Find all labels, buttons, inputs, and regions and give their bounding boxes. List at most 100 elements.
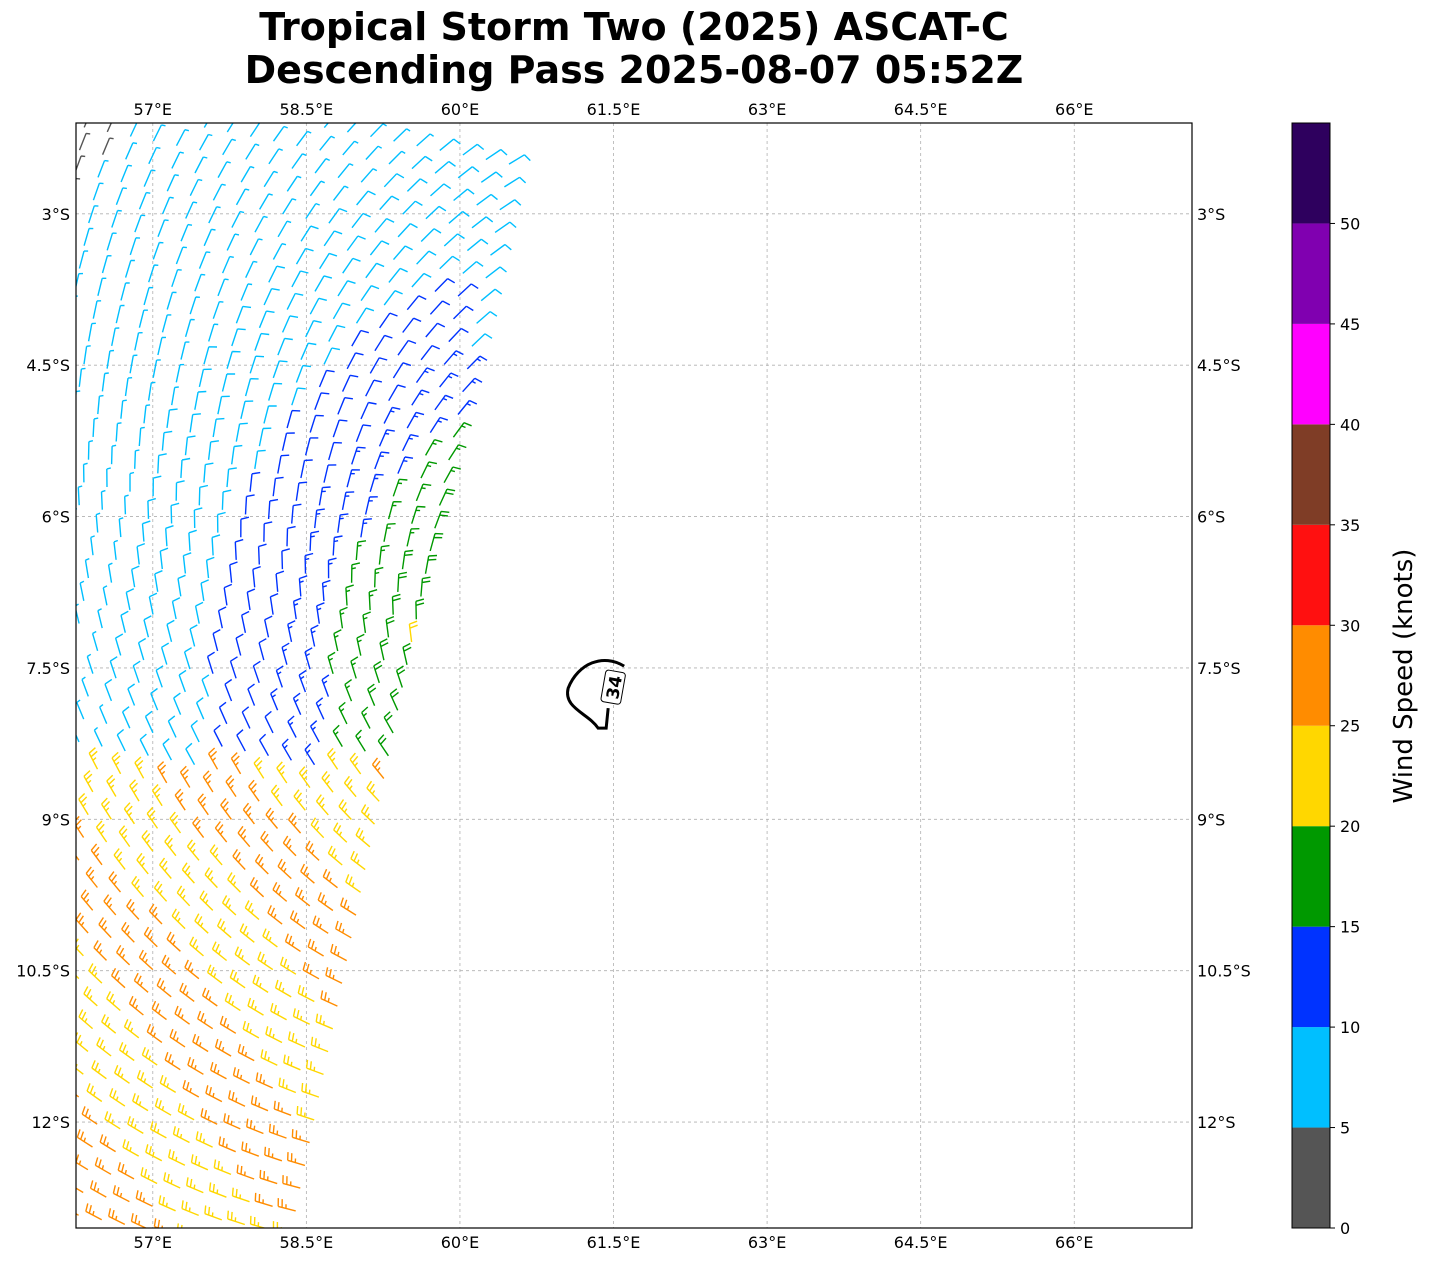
wind-barb (177, 574, 186, 597)
wind-barb (217, 161, 231, 178)
wind-barb (457, 399, 478, 415)
wind-barb (277, 1198, 296, 1212)
wind-barb (364, 496, 378, 515)
wind-barb (56, 1005, 69, 1024)
wind-barb (466, 238, 489, 252)
wind-barb (315, 697, 325, 720)
wind-barb (109, 656, 118, 679)
wind-barb (282, 835, 297, 857)
wind-barb (17, 1189, 32, 1207)
wind-barb (201, 987, 218, 1007)
wind-barb (231, 1187, 250, 1203)
wind-barb (141, 520, 151, 542)
wind-barb (143, 926, 158, 948)
wind-barb (130, 1213, 148, 1228)
wind-barb (97, 394, 104, 415)
wind-barb (108, 871, 122, 893)
wind-barb (402, 200, 423, 215)
wind-barb (411, 505, 426, 524)
wind-barb (424, 439, 443, 456)
wind-barb (275, 665, 284, 688)
chart-subtitle: Descending Pass 2025-08-07 05:52Z (244, 48, 1024, 92)
wind-barb (81, 1106, 98, 1125)
wind-barb (368, 589, 378, 611)
wind-barb (164, 1051, 181, 1071)
wind-barb (362, 611, 371, 633)
wind-barb (255, 1072, 273, 1089)
wind-barb (393, 128, 411, 142)
wind-barb (52, 269, 60, 287)
wind-barb (47, 174, 57, 191)
wind-barb (198, 484, 209, 506)
wind-barb (291, 1129, 310, 1144)
wind-barb (135, 1190, 153, 1207)
y-tick-label-left: 10.5°S (16, 962, 70, 981)
wind-barb (18, 853, 28, 874)
wind-barb (187, 1056, 204, 1075)
wind-barb (42, 314, 49, 332)
wind-barb (462, 143, 485, 156)
y-tick-label-right: 10.5°S (1197, 962, 1251, 981)
wind-barb (228, 1090, 246, 1107)
wind-barb (33, 784, 42, 805)
wind-barb (115, 187, 127, 206)
wind-barb (270, 784, 283, 807)
wind-barb (175, 129, 190, 147)
wind-barb (203, 462, 214, 483)
wind-barb (247, 683, 256, 706)
wind-barb (156, 977, 172, 998)
wind-barb (134, 214, 146, 233)
wind-barb (385, 615, 395, 638)
wind-barb (374, 566, 384, 588)
colorbar-segment (1292, 323, 1330, 425)
wind-barb (249, 471, 261, 492)
wind-barb (174, 1005, 191, 1025)
wind-barb (47, 409, 52, 428)
wind-barb (342, 140, 359, 156)
wind-barb (309, 530, 320, 551)
wind-barb (234, 538, 244, 560)
wind-barb (314, 392, 330, 411)
wind-barb (57, 129, 67, 146)
wind-barb (286, 292, 304, 310)
wind-barb (264, 615, 273, 638)
wind-barb (448, 444, 467, 461)
wind-barb (65, 436, 69, 455)
wind-barb (429, 532, 444, 552)
wind-barb (174, 788, 186, 811)
wind-barb (395, 665, 406, 688)
colorbar-segment (1292, 1127, 1330, 1228)
wind-barb (286, 525, 296, 547)
wind-barb (8, 899, 19, 920)
wind-barb (24, 404, 29, 423)
wind-barb (341, 491, 355, 511)
wind-barb (224, 992, 241, 1012)
wind-barb (356, 633, 365, 656)
wind-barb (161, 196, 174, 215)
wind-barb (138, 309, 148, 328)
wind-barb (300, 863, 315, 884)
wind-barb (165, 525, 174, 547)
wind-barb (291, 270, 309, 288)
wind-barb (241, 610, 250, 633)
wind-barb (218, 701, 228, 725)
wind-barb (112, 93, 124, 109)
wind-barb (252, 660, 261, 684)
wind-barb (232, 849, 246, 870)
wind-barb (222, 138, 236, 156)
wind-barb (117, 70, 129, 86)
colorbar-tick-label: 20 (1340, 817, 1360, 836)
wind-barb (244, 378, 259, 397)
wind-barb (116, 728, 126, 752)
wind-barb (327, 747, 339, 770)
wind-barb (143, 615, 152, 638)
wind-barb (99, 704, 108, 724)
wind-barb (234, 946, 251, 966)
wind-barb (200, 1229, 217, 1243)
wind-barb (101, 255, 112, 274)
wind-barb (258, 193, 273, 210)
wind-barb (115, 422, 122, 442)
colorbar-tick-label: 35 (1340, 516, 1360, 535)
wind-barb (63, 862, 74, 883)
wind-barb (6, 590, 10, 609)
